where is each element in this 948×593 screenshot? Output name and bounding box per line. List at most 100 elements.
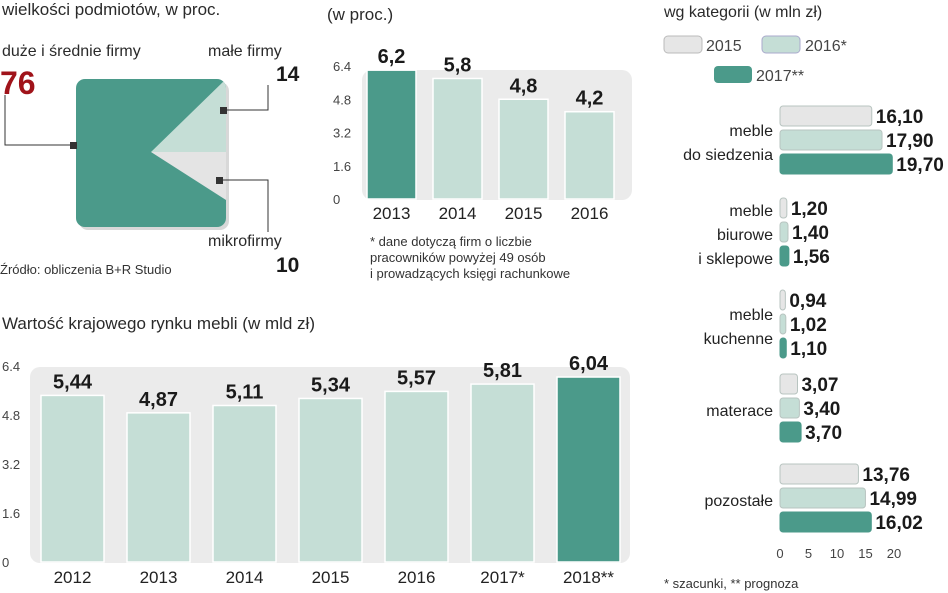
mid-footnote-2: pracowników powyżej 49 osób: [370, 250, 546, 265]
legend-swatch-2017: [714, 66, 752, 83]
right-value-label: 16,02: [875, 513, 923, 534]
pie-slice-small: [151, 79, 226, 152]
right-category-label: meble: [729, 123, 773, 140]
right-bar: [779, 397, 800, 419]
pie-marker-micro: [216, 177, 223, 184]
right-footnote: * szacunki, ** prognoza: [664, 576, 799, 591]
mid-footnote-1: * dane dotyczą firm o liczbie: [370, 234, 532, 249]
bottom-category-label: 2014: [226, 568, 264, 587]
mid-bar: [366, 69, 417, 200]
right-value-label: 3,40: [803, 399, 840, 420]
legend-label-2015: 2015: [706, 38, 742, 55]
bottom-value-label: 5,44: [53, 371, 93, 393]
pie-marker-large: [70, 142, 77, 149]
bottom-title: Wartość krajowego rynku mebli (w mld zł): [2, 314, 315, 333]
pie-value-large: 76: [0, 65, 36, 101]
right-value-label: 1,10: [790, 339, 827, 360]
pie-leader-micro: [220, 179, 269, 232]
bottom-category-label: 2015: [312, 568, 350, 587]
right-value-label: 1,20: [791, 199, 828, 220]
right-bar: [779, 153, 893, 175]
bottom-value-label: 5,57: [397, 367, 436, 389]
legend-swatch-2016: [761, 35, 801, 54]
mid-value-label: 5,8: [444, 54, 472, 76]
mid-bar: [498, 98, 549, 200]
legend-label-2016: 2016*: [805, 38, 847, 55]
pie-label-micro: mikrofirmy: [208, 233, 282, 250]
right-bar: [779, 487, 866, 509]
bottom-bar: [212, 404, 277, 563]
pie-leader-small: [224, 85, 269, 111]
right-bar: [779, 105, 873, 127]
bottom-category-label: 2016: [398, 568, 436, 587]
right-bar: [779, 313, 787, 335]
right-bar: [779, 337, 787, 359]
bottom-bar: [384, 390, 449, 563]
right-value-label: 17,90: [886, 131, 934, 152]
pie-marker-small: [220, 107, 227, 114]
right-bar: [779, 245, 790, 267]
mid-ytick: 1.6: [333, 159, 351, 174]
bottom-value-label: 5,34: [311, 374, 351, 396]
bottom-category-label: 2017*: [480, 568, 525, 587]
right-xtick: 15: [858, 546, 872, 561]
bottom-category-label: 2012: [54, 568, 92, 587]
legend-swatch-2015: [663, 35, 703, 54]
right-xtick: 5: [805, 546, 812, 561]
right-category-label: biurowe: [717, 227, 773, 244]
right-bar: [779, 129, 883, 151]
right-value-label: 0,94: [789, 291, 826, 312]
right-value-label: 16,10: [876, 107, 924, 128]
mid-value-label: 6,2: [378, 46, 406, 68]
pie-subtitle: wielkości podmiotów, w proc.: [2, 0, 221, 19]
pie-source: Źródło: obliczenia B+R Studio: [0, 262, 172, 277]
right-xtick: 0: [776, 546, 783, 561]
mid-subtitle: (w proc.): [327, 5, 394, 24]
mid-footnote-3: i prowadzących księgi rachunkowe: [370, 266, 571, 281]
bottom-value-label: 6,04: [569, 353, 609, 375]
bottom-value-label: 5,81: [483, 360, 522, 382]
bottom-ytick: 1.6: [2, 506, 20, 521]
right-xtick: 20: [887, 546, 901, 561]
right-value-label: 1,40: [792, 223, 829, 244]
bottom-bar: [298, 397, 363, 563]
right-bar: [779, 373, 798, 395]
right-value-label: 3,07: [801, 375, 838, 396]
right-subtitle: wg kategorii (w mln zł): [664, 4, 823, 21]
right-category-label: kuchenne: [704, 331, 773, 348]
right-value-label: 19,70: [896, 155, 944, 176]
mid-category-label: 2014: [439, 204, 477, 223]
right-category-label: materace: [706, 403, 773, 420]
pie-label-large: duże i średnie firmy: [2, 43, 141, 60]
bottom-ytick: 6.4: [2, 359, 20, 374]
right-value-label: 3,70: [805, 423, 842, 444]
bottom-ytick: 0: [2, 555, 9, 570]
mid-ytick: 4.8: [333, 92, 351, 107]
right-value-label: 1,02: [790, 315, 827, 336]
pie-label-small: małe firmy: [208, 43, 282, 60]
mid-category-label: 2016: [571, 204, 609, 223]
mid-category-label: 2015: [505, 204, 543, 223]
right-bar: [779, 463, 859, 485]
mid-bar: [564, 110, 615, 200]
right-category-label: meble: [729, 307, 773, 324]
right-category-label: do siedzenia: [683, 147, 773, 164]
pie-value-micro: 10: [276, 254, 300, 277]
right-category-label: pozostałe: [705, 493, 774, 510]
pie-value-small: 14: [276, 63, 300, 86]
mid-ytick: 3.2: [333, 126, 351, 141]
right-value-label: 14,99: [869, 489, 917, 510]
right-bar: [779, 197, 788, 219]
bottom-value-label: 4,87: [139, 389, 178, 411]
right-value-label: 1,56: [793, 247, 830, 268]
right-category-label: meble: [729, 203, 773, 220]
mid-ytick: 6.4: [333, 59, 351, 74]
right-bar: [779, 221, 789, 243]
mid-value-label: 4,8: [510, 75, 538, 97]
bottom-category-label: 2018**: [563, 568, 614, 587]
bottom-bar: [556, 376, 621, 563]
